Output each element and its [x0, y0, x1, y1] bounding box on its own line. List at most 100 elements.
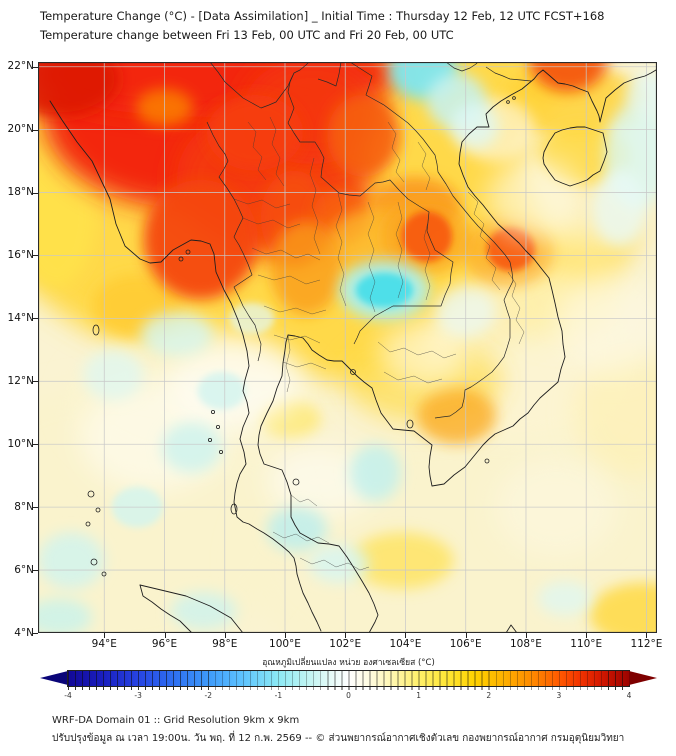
anomaly-blob: [589, 582, 657, 633]
colorbar-tick-label: 0: [346, 691, 351, 700]
colorbar-tick-label: -1: [274, 691, 283, 700]
colorbar-tick-label: -3: [134, 691, 142, 700]
anomaly-blob: [38, 598, 93, 633]
anomaly-blob: [351, 532, 454, 589]
lon-tick: [525, 633, 527, 638]
colorbar-tick-label: 4: [626, 691, 632, 700]
lat-tick: [33, 570, 38, 572]
lon-axis-label: 108°E: [510, 638, 542, 650]
lon-axis-label: 110°E: [570, 638, 603, 650]
province-borders: [233, 116, 525, 571]
anomaly-blob: [140, 312, 213, 357]
figure-subtitle: Temperature change between Fri 13 Feb, 0…: [40, 28, 454, 42]
map-canvas: [38, 62, 657, 633]
anomaly-blob: [450, 104, 499, 149]
anomaly-blob: [83, 349, 144, 401]
colorbar-minor-ticks: [68, 687, 629, 690]
lon-tick: [345, 633, 347, 638]
lat-axis-label: 6°N: [14, 563, 34, 576]
coastline-gulf-vietnam-china: [257, 69, 657, 633]
lat-tick: [33, 192, 38, 194]
lat-tick: [33, 66, 38, 68]
colorbar-tick-label: 2: [486, 691, 492, 700]
anomaly-blob: [143, 179, 258, 300]
lat-tick: [33, 129, 38, 131]
islands: [85, 96, 516, 577]
anomaly-blob: [538, 581, 593, 616]
lat-axis-label: 10°N: [7, 437, 34, 450]
lat-axis-label: 20°N: [7, 123, 34, 136]
coastline-small-cape: [505, 624, 518, 633]
border-china-myanmar-laos: [209, 62, 310, 109]
graticule-gridlines: [38, 62, 657, 633]
anomaly-blob: [486, 158, 584, 240]
anomaly-blob: [401, 211, 453, 262]
lat-axis-label: 16°N: [7, 248, 34, 261]
anomaly-blob: [592, 170, 647, 247]
anomaly-blob: [266, 507, 328, 552]
lat-axis-label: 18°N: [7, 186, 34, 199]
anomaly-blob: [206, 95, 304, 171]
lat-tick: [33, 318, 38, 320]
lon-axis-label: 98°E: [212, 638, 238, 650]
border-laos-china: [317, 62, 342, 87]
coastline-hainan-island: [542, 126, 608, 187]
footer-credit-thai: ปรับปรุงข้อมูล ณ เวลา 19:00น. วัน พฤ. ที…: [52, 733, 625, 744]
anomaly-blob: [417, 387, 496, 445]
lat-tick: [33, 633, 38, 634]
map-frame: [38, 62, 657, 633]
colorbar-tick-label: -2: [204, 691, 212, 700]
lat-axis-label: 4°N: [14, 626, 34, 639]
colorbar-tick-label: 3: [556, 691, 562, 700]
colorbar-left-arrow: [40, 671, 68, 685]
temperature-anomaly-field: [38, 62, 657, 633]
coastline-sumatra-north: [139, 584, 244, 633]
lon-tick: [586, 633, 588, 638]
border-laos-vietnam-cambodia: [349, 62, 514, 419]
anomaly-blob: [349, 444, 401, 501]
colorbar-right-arrow: [629, 671, 657, 685]
anomaly-blob: [161, 422, 222, 473]
coastline-myanmar-peninsula: [49, 100, 322, 632]
lat-axis-label: 22°N: [7, 60, 34, 73]
lat-tick: [33, 255, 38, 257]
lon-tick: [284, 633, 286, 638]
colorbar-segment-lines: [68, 671, 629, 686]
lon-tick: [405, 633, 407, 638]
anomaly-blob: [355, 272, 413, 308]
anomaly-blob: [170, 592, 237, 630]
contour-map-svg: [38, 62, 657, 633]
lat-axis-label: 8°N: [14, 500, 34, 513]
anomaly-blob: [378, 321, 469, 385]
lon-tick: [465, 633, 467, 638]
border-myanmar-thailand: [206, 121, 262, 362]
lat-axis-label: 14°N: [7, 311, 34, 324]
colorbar: -4 -3 -2 -1 0 1 2 3 4: [40, 670, 657, 703]
lat-tick: [33, 507, 38, 509]
anomaly-blob: [270, 220, 343, 316]
lon-tick: [104, 633, 106, 638]
anomaly-blob: [38, 532, 105, 589]
lon-axis-label: 106°E: [449, 638, 482, 650]
border-thailand-laos-cambodia: [287, 72, 454, 345]
lat-tick: [33, 444, 38, 446]
anomaly-blob: [38, 142, 96, 287]
anomaly-blob: [266, 447, 376, 517]
border-vietnam-china-a: [445, 62, 479, 72]
lon-axis-label: 112°E: [630, 638, 663, 650]
lon-axis-label: 96°E: [151, 638, 178, 650]
lat-tick: [33, 381, 38, 383]
lon-axis-label: 100°E: [269, 638, 301, 650]
lon-axis-label: 94°E: [91, 638, 117, 650]
colorbar-tick-label: -4: [64, 691, 72, 700]
lon-axis-label: 104°E: [389, 638, 422, 650]
footer-grid-info: WRF-DA Domain 01 :: Grid Resolution 9km …: [52, 715, 300, 726]
lon-tick: [646, 633, 648, 638]
anomaly-blob: [38, 62, 120, 118]
anomaly-blob: [556, 274, 657, 375]
coastlines: [49, 69, 657, 633]
lon-axis-label: 102°E: [329, 638, 362, 650]
anomaly-blob: [625, 73, 657, 117]
lon-tick: [224, 633, 226, 638]
